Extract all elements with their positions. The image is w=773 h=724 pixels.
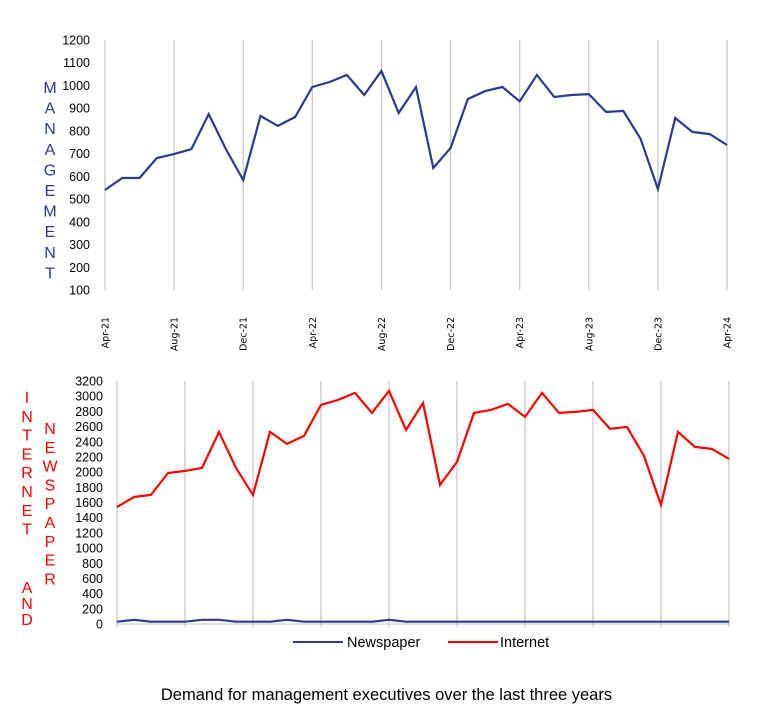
bottom-y-tick-label: 200 <box>82 602 103 616</box>
top-y-tick-label: 1000 <box>62 79 90 93</box>
top-y-label-letter: T <box>45 265 55 282</box>
bottom-y-tick-label: 1800 <box>75 481 103 495</box>
bottom-y-label-letter: E <box>45 553 56 570</box>
bottom-y-tick-label: 2000 <box>75 466 103 480</box>
top-x-tick-label: Apr-24 <box>723 317 734 348</box>
top-y-tick-label: 500 <box>69 193 90 207</box>
bottom-y-label-letter: N <box>21 409 33 426</box>
bottom-y-tick-label: 2400 <box>75 435 103 449</box>
bottom-y-label-letter: E <box>22 446 33 463</box>
legend: Newspaper Internet <box>293 635 549 651</box>
bottom-y-tick-label: 400 <box>82 587 103 601</box>
top-x-tick-label: Apr-23 <box>515 317 526 348</box>
top-x-tick-label: Aug-22 <box>377 317 388 351</box>
top-x-tick-label: Dec-22 <box>446 317 457 351</box>
top-y-label-letter: M <box>43 204 56 221</box>
bottom-y-tick-label: 2600 <box>75 420 103 434</box>
bottom-y-tick-label: 3000 <box>75 390 103 404</box>
bottom-y-label-letter: A <box>45 515 56 532</box>
top-y-tick-label: 600 <box>69 170 90 184</box>
top-x-tick-label: Dec-23 <box>653 317 664 351</box>
top-y-tick-label: 1200 <box>62 34 90 48</box>
top-y-label-letter: G <box>44 162 56 179</box>
top-y-tick-label: 100 <box>69 284 90 298</box>
bottom-y-tick-label: 600 <box>82 572 103 586</box>
top-y-label-letter: A <box>45 142 56 159</box>
bottom-y-tick-label: 1000 <box>75 542 103 556</box>
bottom-y-label-letter: T <box>22 522 32 539</box>
bottom-y-tick-label: 3200 <box>75 375 103 389</box>
legend-label-newspaper: Newspaper <box>347 635 421 651</box>
bottom-y-tick-label: 800 <box>82 557 103 571</box>
top-gridlines <box>104 40 728 290</box>
newspaper-line <box>116 618 729 623</box>
bottom-y-label-letter: A <box>22 580 33 597</box>
management-line <box>104 68 728 194</box>
top-y-tick-label: 400 <box>69 215 90 229</box>
top-x-tick-label: Dec-21 <box>239 317 250 351</box>
bottom-y-label-letter: W <box>42 459 58 476</box>
top-x-tick-label: Aug-21 <box>170 317 181 351</box>
top-x-tick-label: Apr-21 <box>101 317 112 348</box>
top-y-tick-label: 200 <box>69 261 90 275</box>
top-x-tick-label: Apr-22 <box>308 317 319 348</box>
top-y-tick-label: 1100 <box>63 56 90 70</box>
bottom-y-label-letter: P <box>45 534 56 551</box>
top-y-tick-label: 700 <box>69 147 90 161</box>
top-y-label-letter: N <box>44 245 56 262</box>
bottom-y-label-letter: R <box>44 571 56 588</box>
bottom-y-label-letter: E <box>22 503 33 520</box>
bottom-y-tick-label: 0 <box>96 618 103 632</box>
top-y-label-letter: E <box>45 224 56 241</box>
chart-caption: Demand for management executives over th… <box>160 686 613 704</box>
bottom-y-label-letter: N <box>21 484 33 501</box>
bottom-y-label-letter: N <box>21 596 33 613</box>
bottom-y-tick-label: 1400 <box>75 511 103 525</box>
bottom-y-label-letter: S <box>45 477 56 494</box>
top-y-tick-label: 300 <box>69 238 90 252</box>
bottom-y-label-letter: P <box>45 496 56 513</box>
top-series <box>104 68 728 194</box>
bottom-series <box>116 388 730 623</box>
bottom-y-tick-label: 1600 <box>75 496 103 510</box>
top-x-axis-ticks: Apr-21 Aug-21 Dec-21 Apr-22 Aug-22 Dec-22 Apr-… <box>101 317 734 351</box>
top-y-tick-label: 800 <box>69 124 90 138</box>
bottom-y-tick-label: 2200 <box>75 450 103 464</box>
bottom-y-label-letter: E <box>45 440 56 457</box>
top-y-label-letter: E <box>45 183 56 200</box>
top-y-label-letter: M <box>43 80 56 97</box>
bottom-y-tick-label: 2800 <box>75 405 103 419</box>
bottom-y-label-letter: I <box>25 390 29 407</box>
bottom-y-tick-label: 1200 <box>75 526 103 540</box>
internet-line <box>116 388 730 509</box>
bottom-y-label-letter: N <box>44 421 56 438</box>
bottom-y-label-letter: R <box>21 465 33 482</box>
top-y-label-letter: A <box>45 101 56 118</box>
bottom-y-label-letter: D <box>21 612 33 629</box>
top-x-tick-label: Aug-23 <box>584 317 595 351</box>
top-y-axis-ticks: 100 200 300 400 500 600 700 800 900 1000 1100 1200 <box>62 34 90 298</box>
bottom-gridlines <box>116 381 730 627</box>
management-chart: 100200300400500600700800900100011001200 … <box>43 34 733 352</box>
top-y-tick-label: 900 <box>69 102 90 116</box>
bottom-y-label-letter: T <box>22 428 32 445</box>
legend-label-internet: Internet <box>500 635 549 651</box>
top-y-label-letter: N <box>44 121 56 138</box>
